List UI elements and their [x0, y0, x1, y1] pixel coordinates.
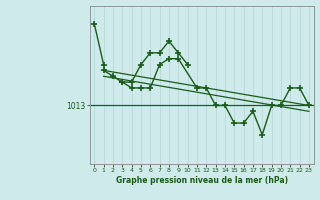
X-axis label: Graphe pression niveau de la mer (hPa): Graphe pression niveau de la mer (hPa) [116, 176, 288, 185]
